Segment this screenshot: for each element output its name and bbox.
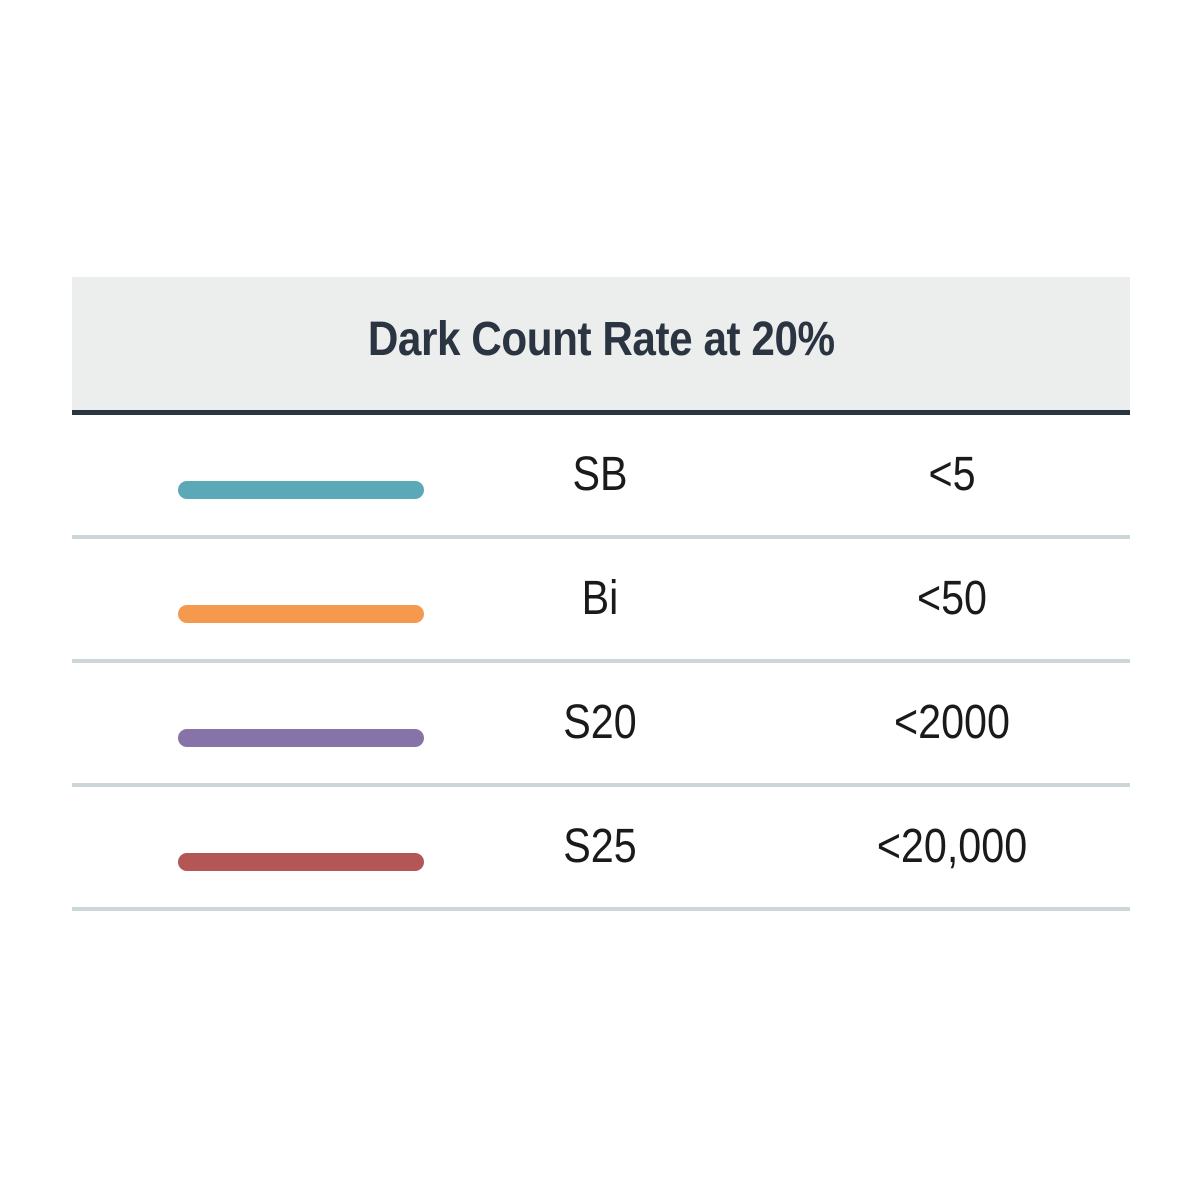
table-title: Dark Count Rate at 20%: [367, 313, 835, 366]
name-cell: S25: [424, 787, 776, 907]
rate-cell: <2000: [776, 663, 1128, 783]
table-row: S20 <2000: [72, 663, 1130, 787]
line-swatch-s25: [178, 853, 424, 871]
swatch-cell: [72, 415, 424, 535]
rate-cell: <5: [776, 415, 1128, 535]
swatch-cell: [72, 787, 424, 907]
swatch-cell: [72, 663, 424, 783]
dark-count-rate-table: Dark Count Rate at 20% SB <5 Bi <50 S20: [72, 277, 1130, 911]
name-cell: Bi: [424, 539, 776, 659]
name-cell: SB: [424, 415, 776, 535]
name-cell: S20: [424, 663, 776, 783]
dark-count-rate-value: <5: [928, 448, 976, 501]
dark-count-rate-value: <20,000: [876, 820, 1028, 873]
line-swatch-bi: [178, 605, 424, 623]
table-row: S25 <20,000: [72, 787, 1130, 911]
photocathode-name: SB: [572, 448, 628, 501]
photocathode-name: Bi: [581, 572, 619, 625]
table-header: Dark Count Rate at 20%: [72, 277, 1130, 415]
photocathode-name: S25: [563, 820, 637, 873]
photocathode-name: S20: [563, 696, 637, 749]
rate-cell: <50: [776, 539, 1128, 659]
rate-cell: <20,000: [776, 787, 1128, 907]
table-row: Bi <50: [72, 539, 1130, 663]
table-row: SB <5: [72, 415, 1130, 539]
dark-count-rate-value: <2000: [894, 696, 1010, 749]
swatch-cell: [72, 539, 424, 659]
line-swatch-sb: [178, 481, 424, 499]
dark-count-rate-value: <50: [916, 572, 988, 625]
line-swatch-s20: [178, 729, 424, 747]
